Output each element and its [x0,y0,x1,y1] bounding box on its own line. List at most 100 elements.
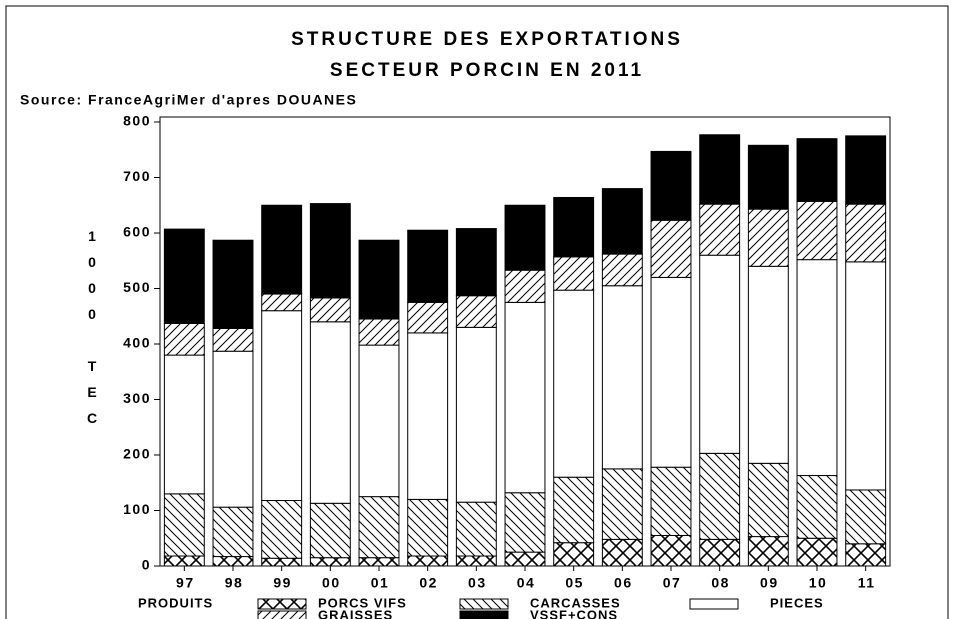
bar-segment [553,196,595,258]
bar-segment [407,301,449,334]
x-tick-label: 06 [614,575,633,591]
bar-segment [845,543,887,567]
bar-segment [309,203,351,299]
bar-segment [358,344,400,498]
x-tick-label: 99 [273,575,292,591]
bar-segment [699,538,741,567]
x-tick-label: 11 [858,575,876,591]
bar-segment [455,501,497,557]
bar-segment [845,489,887,545]
legend-swatch [257,610,307,619]
bar-segment [601,538,643,567]
bar-segment [650,150,692,221]
x-tick-label: 08 [711,575,730,591]
bar-segment [261,293,303,312]
x-tick-label: 05 [565,575,584,591]
legend-label: PORCS VIFS [318,595,407,610]
bar-segment [504,204,546,271]
bar-segment [261,310,303,502]
bar-segment [553,256,595,291]
x-tick-label: 10 [809,575,828,591]
bar-segment [407,332,449,500]
bar-segment [309,321,351,504]
legend-swatch [689,598,739,610]
bar-segment [845,203,887,263]
bar-segment [212,327,254,352]
bar-segment [455,295,497,328]
bar-segment [796,537,838,567]
x-tick-label: 03 [468,575,487,591]
legend-label: CARCASSES [530,595,621,610]
bar-segment [358,318,400,346]
bar-segment [747,208,789,267]
bar-segment [650,219,692,278]
x-tick-label: 97 [176,575,195,591]
bar-segment [163,322,205,356]
bar-segment [553,542,595,567]
bar-segment [261,557,303,567]
bar-segment [796,200,838,261]
bar-segment [212,506,254,558]
bar-segment [407,555,449,567]
x-tick-label: 00 [322,575,341,591]
bar-segment [309,557,351,567]
bar-segment [553,476,595,544]
bar-segment [747,265,789,464]
x-tick-label: 04 [517,575,536,591]
x-tick-label: 02 [419,575,438,591]
y-tick-label: 800 [123,113,151,129]
bar-segment [212,350,254,508]
legend-label: PIECES [770,595,824,610]
bar-segment [796,475,838,539]
bar-segment [455,555,497,567]
bar-segment [699,134,741,205]
y-tick-label: 700 [123,168,151,184]
y-tick-label: 600 [123,224,151,240]
y-tick-label: 0 [142,557,151,573]
bar-segment [504,551,546,567]
x-tick-label: 98 [225,575,244,591]
chart-subtitle: SECTEUR PORCIN EN 2011 [330,60,644,81]
bar-segment [699,203,741,256]
bar-segment [358,557,400,567]
bar-segment [261,500,303,559]
bar-segment [699,452,741,540]
bar-segment [504,269,546,303]
bar-segment [845,261,887,491]
bar-segment [455,228,497,297]
bar-segment [163,228,205,324]
bar-segment [553,289,595,478]
y-tick-label: 500 [123,279,151,295]
bar-segment [407,498,449,557]
x-tick-label: 01 [371,575,390,591]
legend-swatch [257,598,307,610]
legend-swatch [459,610,509,619]
bar-segment [747,144,789,210]
bar-segment [504,492,546,553]
bar-segment [163,354,205,495]
bar-segment [601,285,643,470]
y-tick-label: 400 [123,335,151,351]
y-tick-label: 100 [123,501,151,517]
bar-segment [650,466,692,536]
bar-segment [747,536,789,567]
bar-segment [309,297,351,323]
bar-segment [212,239,254,329]
source: Source: FranceAgriMer d'apres DOUANES [20,92,357,108]
bar-segment [358,239,400,320]
y-tick-label: 200 [123,446,151,462]
bar-segment [407,229,449,303]
bar-segment [601,253,643,287]
legend-swatch [459,598,509,610]
legend-title: PRODUITS [138,595,213,610]
y-tick-label: 300 [123,390,151,406]
bar-segment [650,534,692,567]
bar-segment [845,135,887,205]
bar-segment [747,462,789,538]
bar-segment [261,204,303,295]
frame [5,5,949,619]
chart-title: STRUCTURE DES EXPORTATIONS [291,29,683,50]
bar-segment [309,502,351,559]
